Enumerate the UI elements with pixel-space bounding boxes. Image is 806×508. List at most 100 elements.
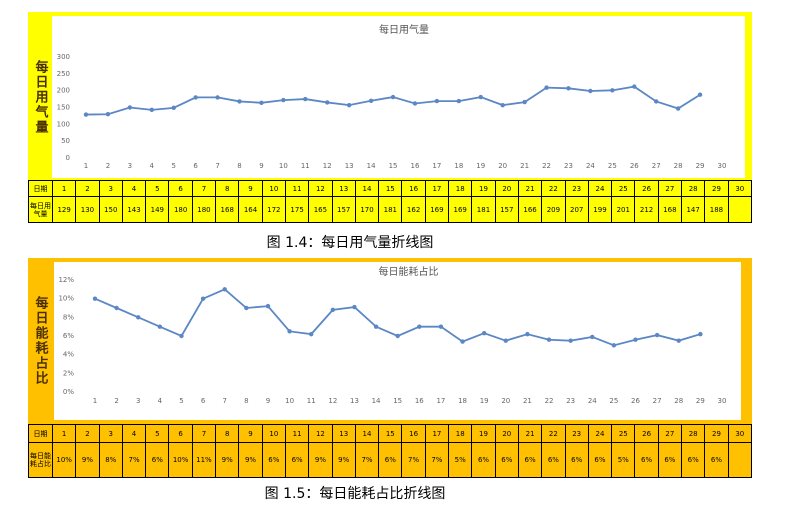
table-cell: 6%	[471, 442, 496, 478]
table-cell: 2	[75, 424, 100, 443]
data-point	[373, 324, 379, 329]
data-point	[395, 333, 400, 339]
data-point	[697, 92, 703, 97]
x-tick-label: 4	[150, 162, 155, 170]
table-cell: 180	[191, 196, 217, 223]
x-tick-label: 2	[114, 397, 118, 405]
table-cell: 6	[168, 424, 193, 443]
table-cell: 9%	[331, 442, 356, 478]
row-header: 日期	[28, 424, 53, 443]
table-cell: 2	[75, 180, 100, 197]
table-cell: 19	[471, 180, 496, 197]
table-cell: 7	[191, 424, 217, 443]
data-point	[222, 287, 227, 292]
data-point	[632, 84, 637, 89]
table-cell: 181	[471, 196, 496, 223]
x-tick-label: 25	[608, 162, 617, 170]
table-cell: 168	[215, 196, 240, 223]
x-tick-label: 18	[454, 162, 463, 170]
table-cell: 29	[704, 180, 729, 197]
side-label: 每日用气量	[32, 59, 48, 135]
table-cell: 5%	[611, 442, 636, 478]
y-tick-label: 150	[57, 104, 70, 112]
table-cell	[727, 196, 753, 223]
table-cell: 6	[168, 180, 193, 197]
data-point	[546, 337, 552, 342]
table-cell: 30	[727, 424, 753, 443]
table-cell: 16	[401, 424, 426, 443]
data-point	[544, 85, 549, 90]
table-cell: 10%	[51, 442, 77, 478]
y-tick-label: 6%	[63, 332, 74, 340]
table-cell: 130	[75, 196, 100, 223]
table-cell: 9%	[215, 442, 240, 478]
table-cell: 5%	[448, 442, 473, 478]
data-point	[654, 99, 659, 104]
table-cell: 188	[704, 196, 729, 223]
data-point	[127, 105, 133, 110]
table-cell: 166	[517, 196, 543, 223]
table-cell: 201	[611, 196, 636, 223]
data-point	[105, 112, 111, 117]
x-tick-label: 24	[588, 397, 597, 405]
table-row: 日期 1 2 3 4 5 6 7 8 9 10 11 12 13 14 15 16 17 18 19 20 21 22 23 2…	[28, 424, 753, 443]
data-line	[85, 85, 701, 116]
table-cell: 6%	[261, 442, 286, 478]
table-cell: 15	[378, 424, 403, 443]
x-tick-label: 10	[279, 162, 288, 170]
table-cell: 157	[494, 196, 519, 223]
table-cell: 147	[681, 196, 706, 223]
table-cell: 180	[168, 196, 193, 223]
x-tick-label: 7	[215, 162, 219, 170]
x-tick-label: 9	[266, 397, 270, 405]
x-tick-label: 29	[696, 397, 705, 405]
x-tick-label: 1	[93, 397, 97, 405]
data-point	[633, 337, 638, 342]
x-tick-label: 24	[586, 162, 595, 170]
x-tick-label: 7	[222, 397, 226, 405]
table-cell: 6%	[517, 442, 543, 478]
table-cell: 6%	[564, 442, 589, 478]
table-cell: 7%	[424, 442, 450, 478]
x-tick-label: 6	[201, 397, 206, 405]
caption: 图 1.4：每日用气量折线图	[266, 235, 434, 251]
table-cell: 18	[448, 424, 473, 443]
table-cell: 20	[494, 180, 519, 197]
table-cell: 16	[401, 180, 426, 197]
data-point	[346, 102, 352, 108]
table-cell: 20	[494, 424, 519, 443]
table-cell: 172	[261, 196, 286, 223]
data-point	[503, 338, 508, 343]
x-tick-label: 29	[696, 162, 705, 170]
table-cell	[727, 442, 753, 478]
table-cell: 7	[191, 180, 217, 197]
x-tick-label: 13	[345, 162, 354, 170]
data-point	[179, 333, 184, 339]
table-cell: 10	[261, 424, 286, 443]
data-point	[438, 324, 444, 329]
table-cell: 11	[284, 180, 310, 197]
table-cell: 27	[657, 424, 683, 443]
x-tick-label: 15	[393, 397, 402, 405]
table-cell: 1	[51, 424, 77, 443]
row-header: 日期	[28, 180, 53, 197]
chart-title: 每日能耗占比	[379, 265, 439, 278]
table-cell: 24	[587, 424, 613, 443]
side-label: 每日能耗占比	[32, 296, 48, 386]
data-point	[244, 305, 249, 311]
table-cell: 5	[145, 424, 170, 443]
table-cell: 3	[98, 424, 123, 443]
table-cell: 9%	[308, 442, 333, 478]
data-point	[265, 303, 271, 309]
chart-area	[52, 16, 745, 178]
x-tick-label: 26	[630, 162, 639, 170]
table-cell: 169	[448, 196, 473, 223]
data-point	[698, 331, 703, 337]
data-point	[237, 99, 242, 104]
data-point	[136, 315, 141, 320]
table-cell: 22	[541, 180, 566, 197]
data-point	[588, 88, 593, 94]
table-cell: 5	[145, 180, 170, 197]
table-cell: 209	[541, 196, 566, 223]
